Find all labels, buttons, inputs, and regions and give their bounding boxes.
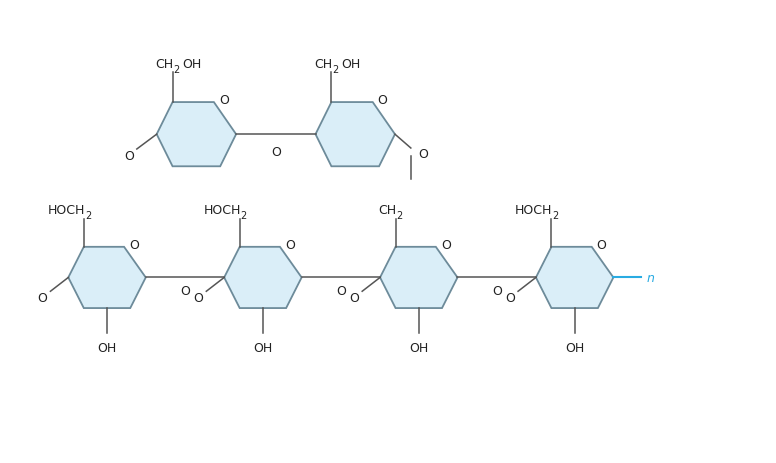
Polygon shape	[157, 103, 236, 167]
Text: n: n	[646, 271, 654, 284]
Text: HOCH: HOCH	[47, 204, 85, 217]
Text: O: O	[492, 284, 501, 297]
Text: OH: OH	[565, 341, 584, 354]
Text: O: O	[219, 94, 229, 106]
Text: O: O	[129, 239, 139, 252]
Text: 2: 2	[397, 211, 403, 221]
Text: 2: 2	[332, 65, 338, 75]
Text: O: O	[180, 284, 190, 297]
Polygon shape	[380, 247, 458, 308]
Polygon shape	[224, 247, 302, 308]
Text: O: O	[37, 291, 47, 304]
Text: O: O	[271, 146, 281, 159]
Text: O: O	[378, 94, 387, 106]
Text: O: O	[124, 150, 133, 163]
Text: O: O	[336, 284, 346, 297]
Text: OH: OH	[253, 341, 272, 354]
Text: 2: 2	[85, 211, 91, 221]
Text: 2: 2	[241, 211, 247, 221]
Text: HOCH: HOCH	[203, 204, 241, 217]
Text: 2: 2	[553, 211, 559, 221]
Text: CH: CH	[314, 58, 332, 71]
Polygon shape	[316, 103, 395, 167]
Text: CH: CH	[155, 58, 174, 71]
Polygon shape	[68, 247, 146, 308]
Text: OH: OH	[409, 341, 428, 354]
Text: O: O	[417, 148, 428, 161]
Text: O: O	[193, 291, 203, 304]
Text: O: O	[505, 291, 515, 304]
Text: HOCH: HOCH	[515, 204, 553, 217]
Text: OH: OH	[341, 58, 361, 71]
Text: 2: 2	[174, 65, 180, 75]
Text: O: O	[285, 239, 295, 252]
Text: OH: OH	[98, 341, 116, 354]
Text: O: O	[597, 239, 607, 252]
Text: O: O	[441, 239, 451, 252]
Text: O: O	[349, 291, 359, 304]
Text: CH: CH	[379, 204, 397, 217]
Polygon shape	[536, 247, 613, 308]
Text: OH: OH	[182, 58, 202, 71]
